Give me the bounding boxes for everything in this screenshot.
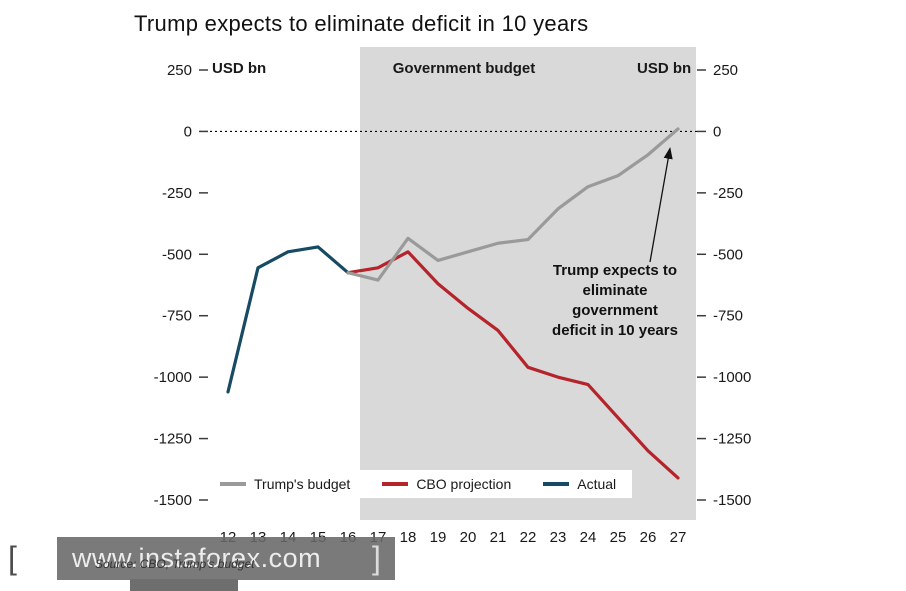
y-axis-label-left: -250 (162, 185, 192, 202)
series-line-trump-s-budget (346, 127, 680, 282)
x-axis-label: 27 (670, 529, 687, 546)
y-axis-unit-left: USD bn (212, 60, 267, 77)
x-axis-label: 18 (400, 529, 417, 546)
y-axis-unit-right: USD bn (637, 60, 692, 77)
x-axis-label: 22 (520, 529, 537, 546)
annotation-arrow (649, 147, 673, 263)
legend-swatch-trumps-budget (220, 482, 246, 486)
legend-label: CBO projection (416, 476, 512, 492)
y-axis-label-right: -1000 (713, 369, 751, 386)
y-axis-label-left: 0 (184, 123, 192, 140)
y-axis-label-left: -750 (162, 308, 192, 325)
y-axis-label-right: -1250 (713, 431, 751, 448)
watermark-tab (130, 579, 238, 591)
x-axis-label: 23 (550, 529, 567, 546)
legend-swatch-cbo-projection (382, 482, 409, 486)
watermark-bracket-left: [ (8, 540, 17, 576)
legend-item: Actual (543, 476, 616, 492)
y-axis-label-right: -250 (713, 185, 743, 202)
x-axis-label: 21 (490, 529, 507, 546)
watermark-bracket-right: ] (372, 540, 381, 576)
x-axis-label: 25 (610, 529, 627, 546)
y-axis-label-left: -1500 (154, 492, 192, 509)
y-axis-label-right: -1500 (713, 492, 751, 509)
y-axis-label-right: 0 (713, 123, 721, 140)
y-axis-label-left: -1250 (154, 431, 192, 448)
y-axis-label-right: -500 (713, 246, 743, 263)
legend-swatch-actual (543, 482, 570, 486)
y-axis-label-right: -750 (713, 308, 743, 325)
y-axis-label-right: 250 (713, 62, 738, 79)
x-axis-label: 26 (640, 529, 657, 546)
x-axis-label: 24 (580, 529, 597, 546)
legend-item: CBO projection (382, 476, 511, 492)
legend-item: Trump's budget (220, 476, 350, 492)
watermark-url: www.instaforex.com (72, 543, 322, 573)
x-axis-label: 19 (430, 529, 447, 546)
legend-label: Trump's budget (254, 476, 351, 492)
y-axis-label-left: -1000 (154, 369, 192, 386)
legend-label: Actual (577, 476, 617, 492)
y-axis-label-left: 250 (167, 62, 192, 79)
y-axis-label-left: -500 (162, 246, 192, 263)
series-line-cbo-projection (346, 250, 680, 480)
series-line-actual (226, 245, 350, 394)
source-note: Source: CBO, Trump's budget (95, 557, 255, 571)
x-axis-label: 20 (460, 529, 477, 546)
annotation-text: Trump expects to eliminate government de… (552, 262, 678, 339)
watermark-band (57, 537, 395, 580)
highlight-region-label: Government budget (392, 60, 536, 77)
chart-title: Trump expects to eliminate deficit in 10… (134, 11, 589, 36)
legend: Trump's budget CBO projection Actual (204, 470, 633, 498)
chart-layers: 250 250 0 0 -250 -250 -500 -500 -750 -750 -1000 -10… (154, 47, 751, 546)
